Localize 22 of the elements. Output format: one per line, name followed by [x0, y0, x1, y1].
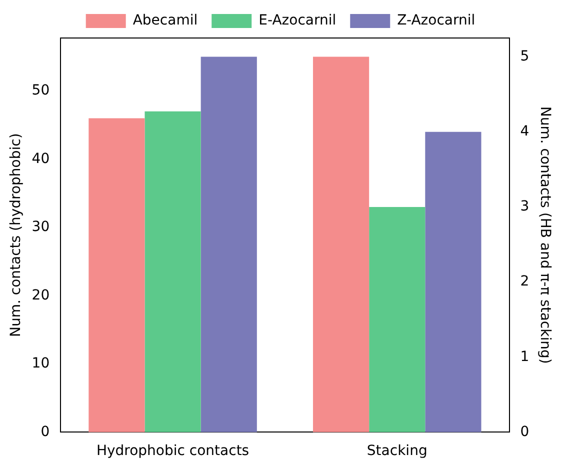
y2-tick-label: 5	[520, 48, 530, 64]
y2-tick-label: 4	[520, 124, 530, 140]
y-tick-label: 20	[32, 287, 50, 304]
y-tick-label: 0	[40, 424, 50, 440]
y2-tick-label: 1	[520, 348, 530, 365]
y-tick-label: 50	[32, 82, 50, 99]
y2-tick-label: 0	[520, 424, 530, 440]
y-tick-label: 10	[32, 356, 50, 372]
x-tick-label: Stacking	[366, 443, 428, 460]
bar	[200, 56, 257, 432]
legend-label: Abecamil	[132, 12, 198, 29]
x-tick-label: Hydrophobic contacts	[96, 443, 250, 460]
y-axis-title: Num. contacts (hydrophobic)	[8, 133, 24, 338]
y-tick-label: 40	[32, 150, 50, 167]
legend-label: E-Azocarnil	[258, 12, 336, 29]
bar	[144, 111, 201, 432]
legend-label: Z-Azocarnil	[397, 12, 476, 29]
y2-axis-title: Num. contacts (HB and π-π stacking)	[536, 106, 553, 364]
y2-tick-label: 3	[520, 198, 530, 215]
y2-tick-label: 2	[520, 274, 530, 290]
bar	[88, 118, 145, 432]
y-tick-label: 30	[32, 219, 50, 236]
